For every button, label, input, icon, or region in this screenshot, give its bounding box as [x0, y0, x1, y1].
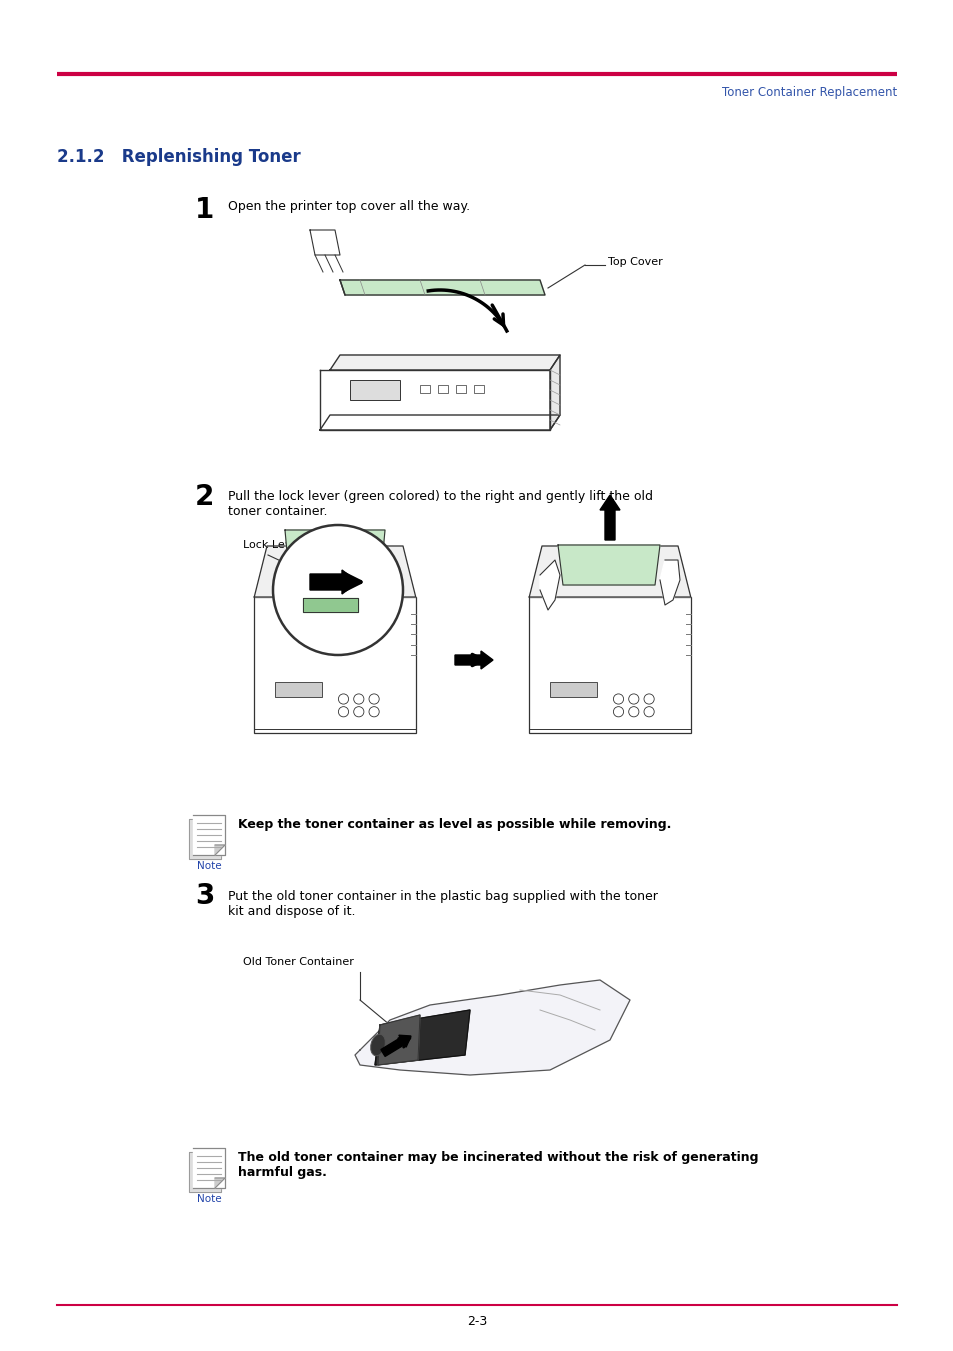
Polygon shape: [319, 370, 550, 430]
Bar: [419, 385, 430, 393]
Text: Keep the toner container as level as possible while removing.: Keep the toner container as level as pos…: [237, 817, 671, 831]
Circle shape: [643, 707, 654, 717]
Circle shape: [273, 526, 402, 655]
Bar: [350, 380, 399, 400]
Text: 3: 3: [194, 882, 214, 911]
Circle shape: [613, 707, 623, 717]
Polygon shape: [303, 598, 357, 612]
Polygon shape: [214, 844, 225, 855]
Polygon shape: [193, 815, 225, 855]
Circle shape: [354, 694, 363, 704]
Polygon shape: [189, 819, 221, 859]
Text: The old toner container may be incinerated without the risk of generating
harmfu: The old toner container may be incinerat…: [237, 1151, 758, 1179]
FancyArrow shape: [455, 651, 493, 669]
Polygon shape: [558, 544, 659, 585]
Polygon shape: [539, 561, 559, 611]
Text: Open the printer top cover all the way.: Open the printer top cover all the way.: [228, 200, 470, 213]
Polygon shape: [285, 530, 385, 585]
Bar: [529, 597, 690, 734]
Bar: [437, 385, 448, 393]
Text: Note: Note: [196, 1194, 221, 1204]
Polygon shape: [254, 546, 416, 597]
Text: Pull the lock lever (green colored) to the right and gently lift the old
toner c: Pull the lock lever (green colored) to t…: [228, 490, 652, 517]
FancyArrow shape: [380, 1035, 411, 1056]
Circle shape: [628, 707, 639, 717]
Polygon shape: [529, 546, 690, 597]
Circle shape: [369, 707, 378, 717]
Polygon shape: [659, 561, 679, 605]
Text: Toner Container Replacement: Toner Container Replacement: [721, 86, 896, 99]
Polygon shape: [189, 1152, 221, 1192]
Polygon shape: [214, 1178, 225, 1188]
Polygon shape: [375, 1011, 470, 1065]
Text: Lock Lever: Lock Lever: [243, 540, 302, 550]
FancyArrow shape: [310, 570, 357, 594]
Polygon shape: [550, 355, 559, 430]
Bar: [550, 682, 597, 697]
Circle shape: [613, 694, 623, 704]
Bar: [456, 385, 465, 393]
Polygon shape: [319, 415, 559, 430]
Text: Top Cover: Top Cover: [607, 257, 662, 267]
Bar: [254, 597, 416, 734]
Ellipse shape: [371, 1035, 385, 1055]
Text: 2: 2: [194, 484, 214, 511]
Circle shape: [338, 707, 348, 717]
Circle shape: [628, 694, 639, 704]
Polygon shape: [330, 355, 559, 370]
Text: 2-3: 2-3: [466, 1315, 487, 1328]
Polygon shape: [193, 1148, 225, 1188]
Bar: [275, 682, 322, 697]
Circle shape: [643, 694, 654, 704]
Text: Note: Note: [196, 861, 221, 871]
Circle shape: [369, 694, 378, 704]
Polygon shape: [310, 230, 339, 255]
FancyArrow shape: [599, 494, 619, 540]
Polygon shape: [377, 1015, 419, 1065]
Polygon shape: [355, 979, 629, 1075]
Circle shape: [354, 707, 363, 717]
Polygon shape: [339, 280, 544, 295]
Text: 2.1.2   Replenishing Toner: 2.1.2 Replenishing Toner: [57, 149, 300, 166]
Text: Old Toner Container: Old Toner Container: [243, 957, 354, 967]
Circle shape: [338, 694, 348, 704]
Bar: [474, 385, 483, 393]
Text: 1: 1: [194, 196, 214, 224]
Text: Put the old toner container in the plastic bag supplied with the toner
kit and d: Put the old toner container in the plast…: [228, 890, 658, 917]
